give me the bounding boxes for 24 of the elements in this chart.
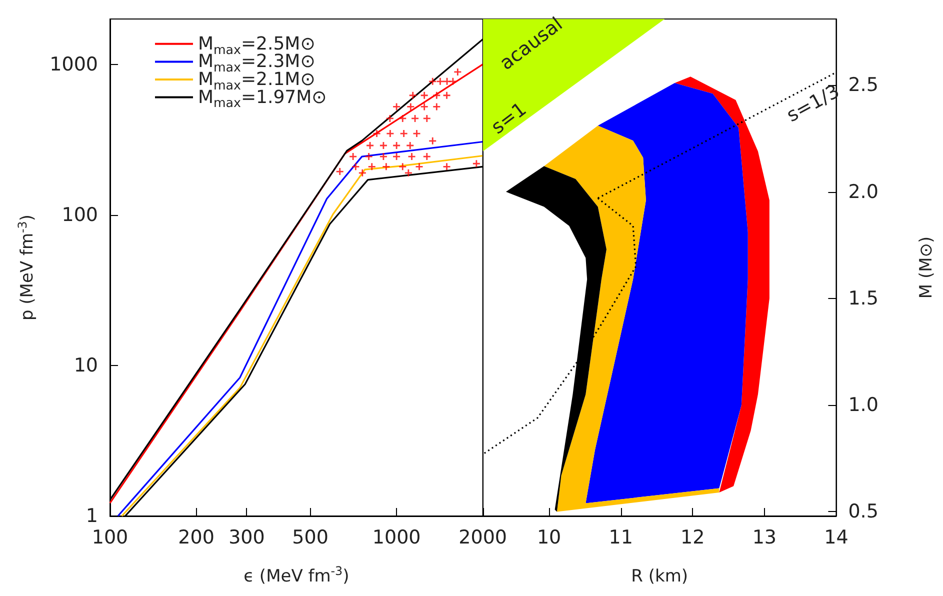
- y-tick-label: 1: [86, 505, 98, 527]
- y2-axis-title: M (M⊙): [916, 236, 936, 299]
- y2-tick-label: 2.5: [848, 74, 878, 96]
- y2-tick-label: 2.0: [848, 180, 878, 203]
- annotation: s=1: [487, 98, 531, 139]
- x-axis-title: R (km): [631, 566, 688, 586]
- y-axis-title: p (MeV fm-3): [16, 214, 38, 321]
- y-tick-label: 10: [74, 354, 98, 376]
- x-tick-label: 14: [824, 526, 848, 548]
- x-tick-label: 100: [92, 526, 128, 548]
- x-tick-label: 12: [680, 526, 705, 548]
- y2-tick-label: 1.0: [848, 394, 878, 416]
- y2-tick-label: 0.5: [848, 500, 878, 523]
- y-tick-label: 100: [62, 204, 98, 226]
- x-tick-label: 1000: [372, 526, 421, 548]
- y-tick-label: 1000: [50, 53, 98, 76]
- x-tick-label: 10: [536, 526, 562, 548]
- x-tick-label: 500: [292, 526, 328, 548]
- x-tick-label: 11: [608, 526, 633, 548]
- y2-tick-label: 1.5: [848, 287, 878, 310]
- x-tick-label: 300: [228, 526, 265, 548]
- x-tick-label: 2000: [458, 526, 508, 548]
- x-tick-label: 13: [752, 526, 777, 548]
- x-tick-label: 200: [178, 526, 214, 548]
